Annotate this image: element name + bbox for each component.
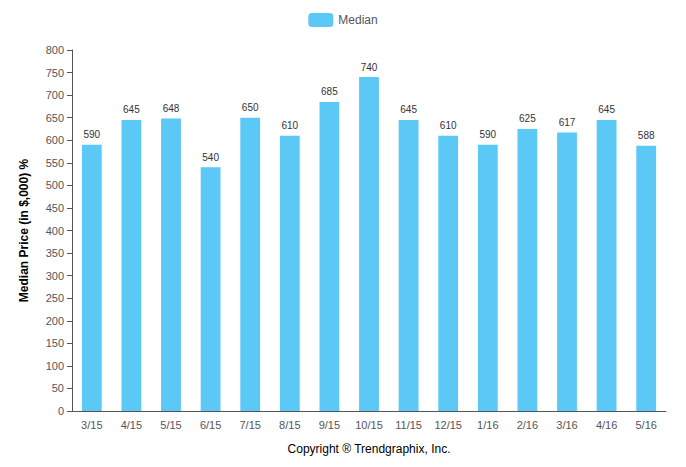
svg-text:10/15: 10/15	[355, 419, 383, 431]
svg-text:400: 400	[46, 225, 64, 237]
svg-text:5/16: 5/16	[635, 419, 656, 431]
svg-text:540: 540	[202, 152, 219, 163]
svg-text:500: 500	[46, 179, 64, 191]
svg-text:8/15: 8/15	[279, 419, 300, 431]
svg-text:0: 0	[58, 405, 64, 417]
svg-text:250: 250	[46, 292, 64, 304]
svg-text:550: 550	[46, 157, 64, 169]
svg-text:650: 650	[242, 102, 259, 113]
svg-text:588: 588	[638, 130, 655, 141]
svg-text:645: 645	[400, 104, 417, 115]
svg-text:590: 590	[83, 129, 100, 140]
svg-text:600: 600	[46, 134, 64, 146]
svg-text:648: 648	[163, 103, 180, 114]
svg-text:100: 100	[46, 360, 64, 372]
svg-text:750: 750	[46, 67, 64, 79]
svg-text:3/15: 3/15	[81, 419, 102, 431]
svg-text:645: 645	[598, 104, 615, 115]
svg-text:350: 350	[46, 247, 64, 259]
svg-text:5/15: 5/15	[160, 419, 181, 431]
svg-text:200: 200	[46, 315, 64, 327]
svg-text:617: 617	[559, 117, 576, 128]
svg-text:11/15: 11/15	[395, 419, 422, 431]
svg-text:685: 685	[321, 86, 338, 97]
svg-text:Median Price (in $,000) %: Median Price (in $,000) %	[17, 158, 31, 302]
svg-text:7/15: 7/15	[239, 419, 260, 431]
svg-text:Copyright ® Trendgraphix, Inc.: Copyright ® Trendgraphix, Inc.	[288, 442, 451, 456]
svg-text:2/16: 2/16	[517, 419, 538, 431]
svg-text:50: 50	[52, 382, 64, 394]
svg-text:4/16: 4/16	[596, 419, 617, 431]
svg-text:12/15: 12/15	[434, 419, 462, 431]
svg-text:Median: Median	[338, 13, 377, 27]
svg-text:740: 740	[361, 62, 378, 73]
svg-text:1/16: 1/16	[477, 419, 498, 431]
svg-text:610: 610	[281, 120, 298, 131]
svg-text:150: 150	[46, 337, 64, 349]
svg-text:9/15: 9/15	[319, 419, 340, 431]
svg-text:300: 300	[46, 270, 64, 282]
svg-text:3/16: 3/16	[556, 419, 577, 431]
svg-text:610: 610	[440, 120, 457, 131]
svg-text:6/15: 6/15	[200, 419, 221, 431]
svg-text:4/15: 4/15	[121, 419, 142, 431]
svg-text:450: 450	[46, 202, 64, 214]
svg-text:800: 800	[46, 44, 64, 56]
svg-text:645: 645	[123, 104, 140, 115]
svg-text:590: 590	[479, 129, 496, 140]
svg-text:700: 700	[46, 89, 64, 101]
svg-text:625: 625	[519, 113, 536, 124]
svg-text:650: 650	[46, 112, 64, 124]
